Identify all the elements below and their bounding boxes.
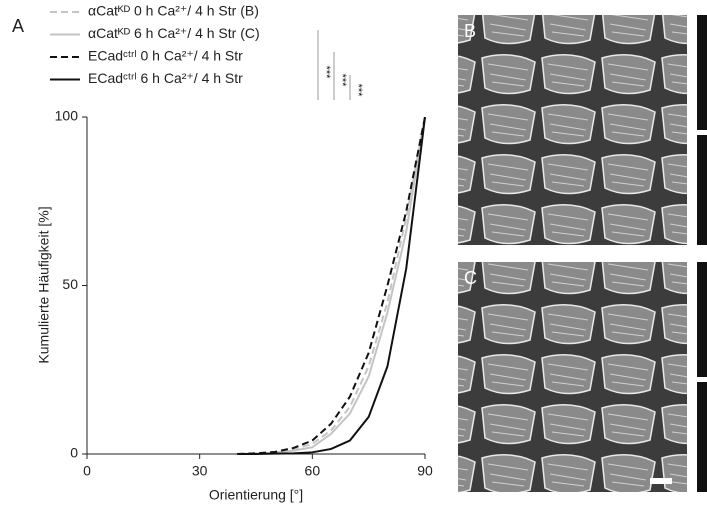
micrograph [458, 262, 687, 492]
x-tick-label: 30 [192, 463, 208, 479]
legend: αCatᴷᴰ 0 h Ca²⁺/ 4 h Str (B) αCatᴷᴰ 6 h C… [50, 3, 260, 87]
x-axis-label: Orientierung [°] [209, 487, 303, 503]
significance: *** [320, 66, 332, 80]
x-tick-label: 0 [83, 463, 91, 479]
legend-label: ECadᶜᵗʳˡ 0 h Ca²⁺/ 4 h Str [88, 48, 243, 64]
y-tick-label: 100 [55, 108, 79, 124]
side-image [697, 15, 707, 130]
legend-label: αCatᴷᴰ 6 h Ca²⁺/ 4 h Str (C) [88, 25, 260, 41]
legend-label: ECadᶜᵗʳˡ 6 h Ca²⁺/ 4 h Str [88, 70, 243, 86]
side-image [697, 262, 707, 377]
line-series [237, 117, 425, 454]
line-series [237, 117, 425, 454]
significance: *** [336, 74, 348, 88]
y-tick-label: 0 [70, 445, 78, 461]
scale-bar [650, 478, 672, 484]
image-label: B [464, 21, 476, 41]
significance: *** [352, 84, 364, 98]
y-axis-label: Kumulierte Häufigkeit [%] [36, 206, 52, 363]
legend-label: αCatᴷᴰ 0 h Ca²⁺/ 4 h Str (B) [88, 3, 259, 19]
side-image [697, 382, 707, 492]
side-image [697, 135, 707, 245]
line-series [237, 117, 425, 454]
line-series [237, 117, 425, 454]
panel-label: A [12, 16, 24, 36]
x-tick-label: 60 [305, 463, 321, 479]
micrograph [458, 15, 687, 245]
x-tick-label: 90 [417, 463, 433, 479]
y-tick-label: 50 [62, 276, 78, 292]
image-label: C [464, 268, 477, 288]
figure: A αCatᴷᴰ 0 h Ca²⁺/ 4 h Str (B) αCatᴷᴰ 6 h… [0, 0, 707, 514]
